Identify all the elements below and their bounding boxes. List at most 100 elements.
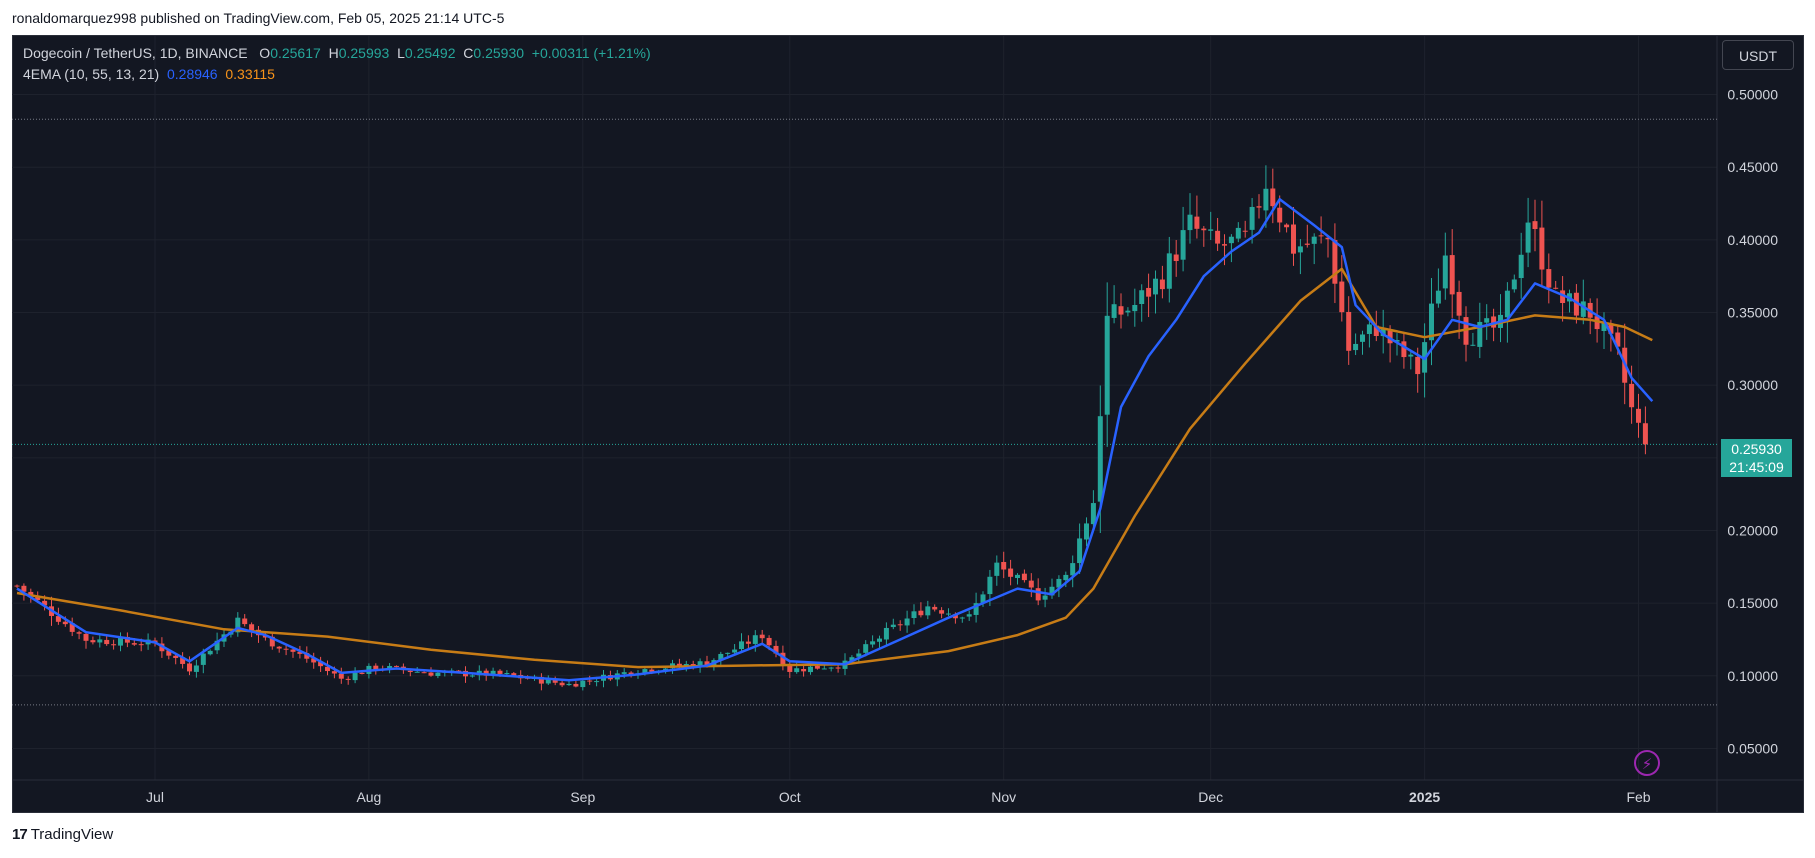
candle-body	[1560, 290, 1566, 304]
candle-body	[318, 661, 324, 667]
candle-body	[1035, 588, 1041, 601]
candle-body	[1325, 237, 1331, 240]
ema-slow-value: 0.33115	[225, 66, 275, 82]
candle-body	[1077, 538, 1083, 564]
symbol-legend[interactable]: Dogecoin / TetherUS, 1D, BINANCE O0.2561…	[23, 45, 651, 61]
candle-body	[1470, 344, 1476, 346]
candle-body	[1118, 306, 1124, 315]
candle-body	[76, 632, 82, 634]
candle-body	[697, 661, 703, 667]
candle-body	[801, 668, 807, 672]
candle-body	[469, 675, 475, 677]
candle-body	[566, 683, 572, 686]
candle-body	[325, 666, 330, 672]
candle-body	[131, 643, 137, 645]
candle-body	[918, 610, 924, 616]
candle-body	[1187, 214, 1193, 231]
price-tick-label: 0.20000	[1727, 522, 1778, 538]
chart-panel[interactable]	[12, 35, 1804, 813]
candle-body	[207, 650, 213, 655]
brand-name: TradingView	[30, 826, 114, 843]
price-tick-label: 0.15000	[1727, 595, 1778, 611]
candle-body	[1539, 227, 1545, 270]
candle-body	[932, 606, 938, 610]
candle-body	[1063, 574, 1069, 581]
candle-body	[1415, 356, 1421, 375]
candle-body	[1580, 301, 1586, 317]
candle-body	[1636, 408, 1641, 423]
candle-body	[1601, 323, 1607, 332]
candle-body	[1546, 269, 1552, 288]
candle-body	[1228, 236, 1234, 244]
candle-body	[187, 663, 192, 672]
candle-body	[1629, 383, 1635, 408]
candle-body	[504, 672, 510, 674]
candle-body	[1215, 230, 1221, 244]
candle-body	[1642, 423, 1648, 445]
price-tick-label: 0.30000	[1727, 377, 1778, 393]
candle-body	[1553, 287, 1559, 289]
candle-body	[456, 670, 462, 672]
candle-body	[1194, 216, 1200, 229]
candle-body	[1394, 340, 1400, 342]
price-tick-label: 0.10000	[1727, 668, 1778, 684]
price-tick-label: 0.45000	[1727, 159, 1778, 175]
candle-body	[35, 596, 41, 601]
candle-body	[676, 663, 682, 666]
candle-body	[1015, 574, 1020, 579]
high-value: 0.25993	[338, 45, 390, 61]
time-axis[interactable]: Jul Aug Sep Oct Nov Dec 2025 Feb	[146, 789, 1651, 805]
candle-body	[587, 680, 593, 682]
candle-body	[214, 640, 220, 651]
candle-body	[994, 562, 1000, 576]
candle-body	[1346, 311, 1352, 351]
open-label: O	[259, 45, 271, 61]
candle-body	[435, 672, 441, 676]
candle-body	[821, 668, 827, 670]
tradingview-brand[interactable]: 17 TradingView	[12, 826, 113, 843]
candle-body	[497, 670, 503, 674]
currency-button[interactable]: USDT	[1722, 40, 1794, 70]
candle-body	[732, 649, 738, 653]
candle-body	[490, 670, 496, 676]
candle-body	[124, 636, 130, 643]
high-label: H	[328, 45, 339, 61]
candle-body	[193, 665, 199, 672]
candle-body	[166, 650, 172, 656]
candle-body	[138, 644, 144, 646]
candle-body	[69, 623, 75, 632]
candle-body	[1139, 290, 1145, 304]
candle-body	[1332, 240, 1338, 284]
candle-body	[283, 648, 289, 650]
candle-body	[1235, 227, 1241, 239]
price-tick-label: 0.35000	[1727, 305, 1778, 321]
indicator-legend[interactable]: 4EMA (10, 55, 13, 21) 0.28946 0.33115	[23, 66, 275, 82]
candle-body	[1180, 230, 1186, 260]
candle-body	[1511, 279, 1517, 290]
candle-body	[1277, 207, 1283, 223]
time-tick-label: Dec	[1198, 789, 1223, 805]
candle-body	[276, 646, 282, 649]
candle-body	[97, 639, 103, 643]
candle-body	[90, 640, 96, 643]
candle-body	[28, 591, 34, 596]
candle-body	[1573, 292, 1579, 316]
indicator-name: 4EMA (10, 55, 13, 21)	[23, 66, 160, 82]
candle-body	[104, 639, 110, 645]
candle-body	[1291, 224, 1296, 254]
price-axis[interactable]: 0.500000.450000.400000.350000.300000.250…	[1727, 87, 1778, 757]
candle-body	[1208, 229, 1214, 231]
candle-body	[718, 653, 724, 661]
candle-body	[1491, 316, 1497, 328]
candle-body	[290, 649, 296, 652]
candle-body	[345, 678, 351, 680]
candle-body	[359, 672, 365, 674]
candle-body	[1132, 304, 1138, 312]
candle-body	[835, 667, 841, 669]
candle-body	[594, 681, 600, 683]
candle-body	[1525, 222, 1531, 253]
candle-body	[118, 637, 123, 646]
bolt-icon[interactable]: ⚡	[1634, 750, 1660, 776]
candle-body	[814, 665, 820, 669]
